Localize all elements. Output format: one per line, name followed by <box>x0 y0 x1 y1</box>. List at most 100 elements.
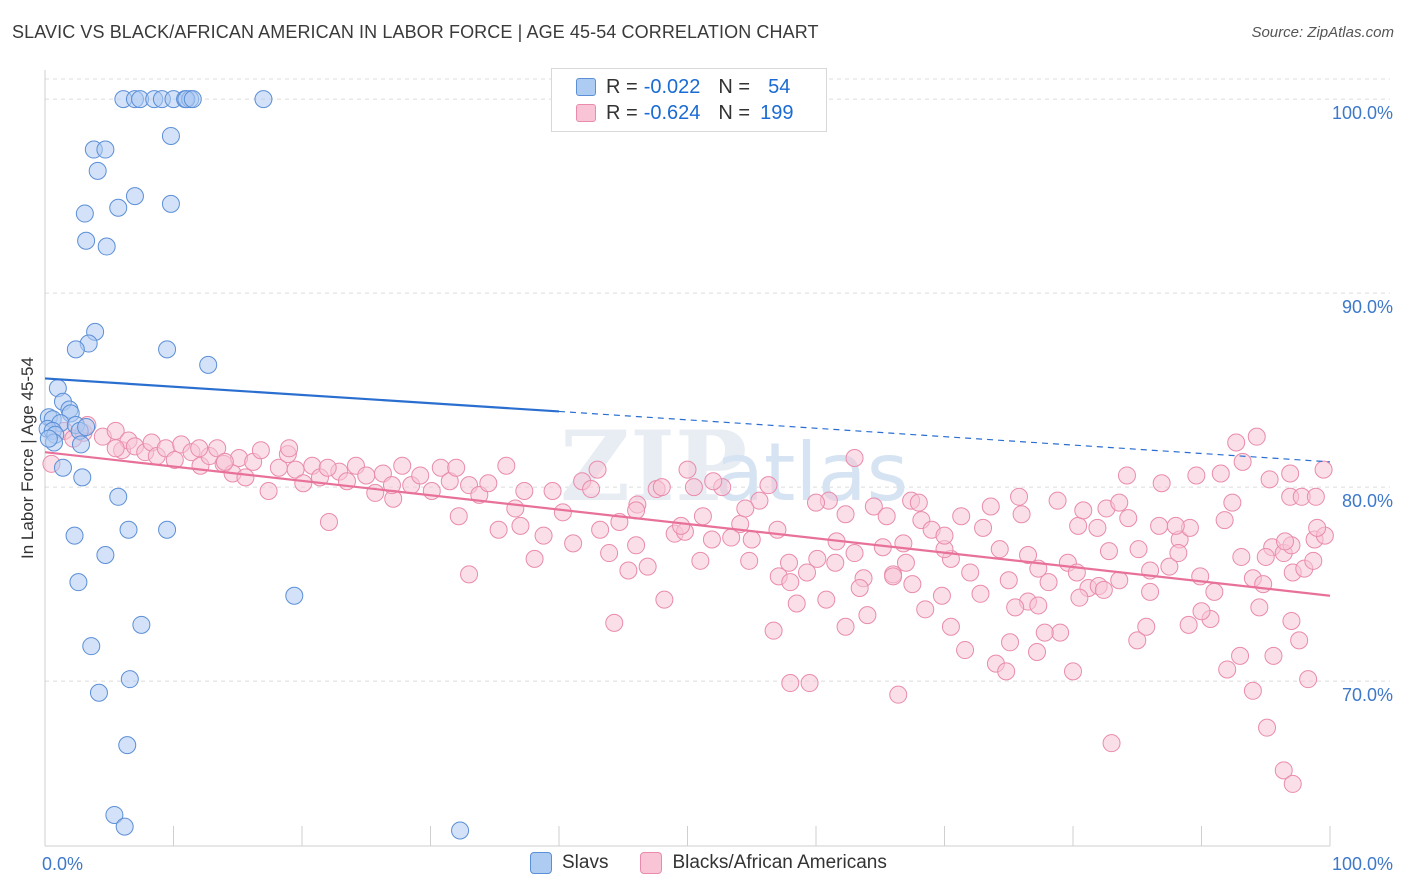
point-black <box>826 553 845 572</box>
point-black <box>553 503 572 522</box>
point-black <box>489 520 508 539</box>
point-black <box>1150 516 1169 535</box>
point-slavs <box>115 817 134 836</box>
point-black <box>286 460 305 479</box>
point-black <box>903 575 922 594</box>
point-black <box>981 497 1000 516</box>
point-black <box>678 460 697 479</box>
point-black <box>534 526 553 545</box>
point-black <box>1039 573 1058 592</box>
point-black <box>1192 602 1211 621</box>
point-black <box>704 472 723 491</box>
point-black <box>318 458 337 477</box>
point-black <box>627 501 646 520</box>
x-tick-label-right: 100.0% <box>1332 854 1393 874</box>
point-slavs <box>285 586 304 605</box>
y-tick-label: 90.0% <box>1342 297 1393 317</box>
point-black <box>1215 511 1234 530</box>
bottom-legend: Slavs Blacks/African Americans <box>530 852 919 874</box>
point-black <box>1260 470 1279 489</box>
point-black <box>1128 631 1147 650</box>
point-slavs <box>69 573 88 592</box>
point-black <box>600 544 619 563</box>
y-tick-label: 100.0% <box>1332 103 1393 123</box>
point-black <box>319 513 338 532</box>
point-black <box>506 499 525 518</box>
point-black <box>449 507 468 526</box>
point-black <box>1304 551 1323 570</box>
point-black <box>1283 774 1302 793</box>
point-black <box>916 600 935 619</box>
point-black <box>1276 532 1295 551</box>
point-black <box>1035 623 1054 642</box>
point-black <box>932 586 951 605</box>
point-slavs <box>88 161 107 180</box>
point-slavs <box>73 468 92 487</box>
point-black <box>1152 474 1171 493</box>
point-black <box>497 456 516 475</box>
point-black <box>702 530 721 549</box>
point-black <box>1160 557 1179 576</box>
legend-r-label: R = <box>606 101 638 124</box>
tick-labels: 70.0% 80.0% 90.0% 100.0% 0.0% 100.0% <box>42 103 1393 874</box>
point-black <box>1006 598 1025 617</box>
point-slavs <box>158 340 177 359</box>
point-black <box>460 565 479 584</box>
point-black <box>251 441 270 460</box>
point-slavs <box>66 340 85 359</box>
point-black <box>1019 546 1038 564</box>
trend-lines <box>44 377 1331 597</box>
point-black <box>750 491 769 510</box>
point-black <box>619 561 638 580</box>
point-black <box>259 481 278 500</box>
point-black <box>759 476 778 495</box>
point-black <box>1256 547 1275 566</box>
point-black <box>655 590 674 609</box>
point-black <box>393 456 412 475</box>
point-black <box>952 507 971 526</box>
point-black <box>1258 718 1277 737</box>
point-slavs <box>120 670 139 689</box>
point-black <box>357 466 376 485</box>
point-black <box>1169 544 1188 563</box>
point-black <box>627 536 646 555</box>
trend-line-slavs <box>44 377 560 413</box>
point-slavs <box>53 458 72 477</box>
point-black <box>1179 615 1198 634</box>
point-black <box>1010 487 1029 506</box>
point-black <box>1166 516 1185 535</box>
point-black <box>525 549 544 568</box>
point-black <box>1223 493 1242 512</box>
point-black <box>817 590 836 609</box>
point-black <box>764 621 783 640</box>
point-slavs <box>451 821 470 840</box>
point-black <box>971 584 990 603</box>
point-slavs <box>254 90 273 109</box>
point-slavs <box>132 615 151 634</box>
point-black <box>935 526 954 545</box>
point-black <box>1110 493 1129 512</box>
point-slavs <box>158 520 177 539</box>
point-slavs <box>96 140 115 159</box>
point-black <box>588 460 607 479</box>
point-black <box>280 439 299 458</box>
point-black <box>999 571 1018 590</box>
point-black <box>1064 662 1082 681</box>
point-black <box>582 480 601 499</box>
point-black <box>1001 633 1020 652</box>
point-black <box>1088 518 1107 537</box>
point-black <box>691 551 710 570</box>
point-black <box>638 557 657 576</box>
point-black <box>798 563 817 582</box>
point-slavs <box>89 683 108 702</box>
legend-label-black: Blacks/African Americans <box>672 852 887 873</box>
point-black <box>165 450 184 469</box>
point-slavs <box>119 520 138 539</box>
point-black <box>411 466 430 485</box>
point-black <box>1274 761 1293 780</box>
point-black <box>1243 681 1262 700</box>
legend-box: R = -0.022 N = 54 R = -0.624 N = 199 <box>551 68 827 132</box>
point-black <box>961 563 980 582</box>
y-axis-label: In Labor Force | Age 45-54 <box>18 357 37 559</box>
